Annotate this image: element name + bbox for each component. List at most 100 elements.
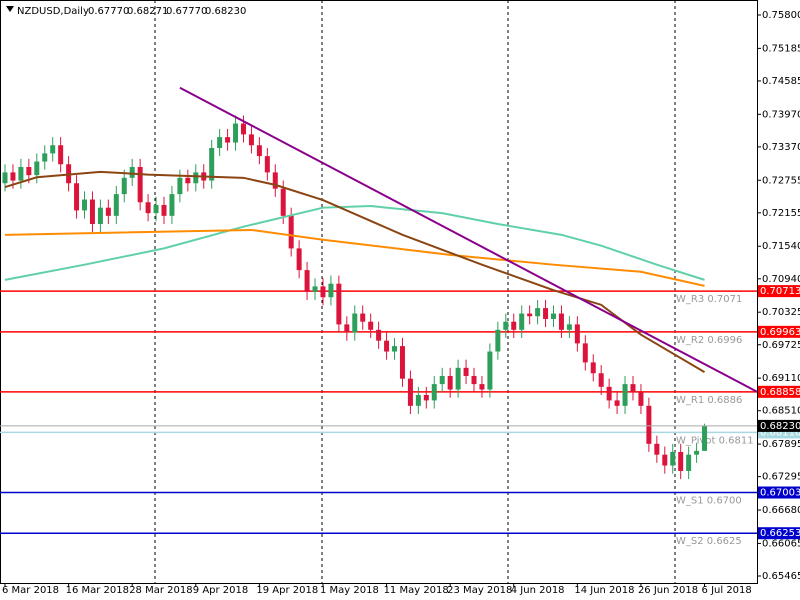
x-tick-label: 19 Apr 2018 [256,585,318,596]
candle-body [423,394,429,401]
candle-body [209,147,215,181]
price-box [758,486,800,499]
candle-body [392,346,398,352]
candle-body [280,188,286,216]
candle-body [233,123,239,143]
indicator-line [4,170,706,374]
candle-body [519,313,525,330]
candle-body [670,451,676,466]
price-box [758,325,800,338]
candle-body [225,137,231,143]
level-label: W_R1 0.6886 [676,395,742,406]
indicator-line [4,205,705,281]
candle-body [193,172,199,184]
candle-body [89,199,95,224]
candle-body [304,270,310,292]
candle-body [74,183,80,211]
price-box-label: 0.68858 [760,387,800,398]
candle-body [574,324,580,344]
candle-body [590,362,596,374]
candle-body [81,199,87,211]
price-box [758,285,800,298]
candle-body [614,400,620,406]
candle-body [654,443,660,455]
candle-body [702,425,708,451]
y-tick-label: 0.72755 [762,175,800,186]
level-label: W_S2 0.6625 [676,536,742,547]
candle-body [177,177,183,195]
candle-body [288,215,294,249]
level-label: W_R2 0.6996 [676,335,742,346]
candle-body [407,378,413,406]
ohlc-low: 0.67770 [166,6,207,17]
candle-body [50,145,56,154]
y-tick-label: 0.65465 [762,571,800,582]
candle-body [376,329,382,341]
indicator-line [179,86,758,393]
candle-body [487,351,493,390]
ohlc-high: 0.68271 [127,6,168,17]
candle-body [58,145,64,165]
candle-body [439,375,445,385]
candle-body [129,166,135,178]
y-tick-label: 0.67895 [762,439,800,450]
y-tick-label: 0.66065 [762,538,800,549]
candle-body [471,375,477,385]
ohlc-open: 0.67770 [88,6,129,17]
x-tick-label: 28 Mar 2018 [129,585,192,596]
candle-body [606,386,612,401]
candle-body [312,286,318,292]
y-tick-label: 0.69725 [762,340,800,351]
candle-body [415,394,421,406]
candle-body [169,194,175,216]
price-box-label: 0.67003 [760,488,800,499]
plot-frame [0,0,758,584]
candle-body [336,283,342,325]
candle-body [264,156,270,173]
x-tick-label: 11 May 2018 [384,585,449,596]
candle-body [26,166,32,176]
candle-body [630,384,636,393]
symbol: NZDUSD,Daily [17,6,89,17]
period-separators [154,0,676,583]
candle-body [185,177,191,184]
header-icon [6,6,14,12]
candle-body [384,340,390,352]
price-box-label: 0.70713 [760,286,800,297]
candle-body [34,161,40,176]
candle-body [503,321,509,330]
x-tick-label: 6 Mar 2018 [2,585,59,596]
x-tick-label: 14 Jun 2018 [574,585,634,596]
y-tick-label: 0.75185 [762,43,800,54]
candle-body [535,308,541,317]
y-tick-label: 0.74585 [762,76,800,87]
y-tick-label: 0.75800 [762,10,800,21]
candle-body [352,313,358,333]
candle-body [296,248,302,271]
candle-body [10,172,16,181]
candle-body [328,283,334,298]
x-tick-label: 9 Apr 2018 [193,585,248,596]
y-tick-label: 0.69110 [762,373,800,384]
candle-body [121,177,127,195]
candle-body [256,145,262,157]
y-tick-label: 0.73970 [762,109,800,120]
y-tick-label: 0.73370 [762,142,800,153]
candle-body [598,373,604,387]
candle-body [399,346,405,379]
candle-body [686,454,692,471]
y-tick-label: 0.67295 [762,472,800,483]
indicator-line [4,228,705,287]
candle-body [551,313,557,319]
x-tick-label: 1 May 2018 [320,585,379,596]
y-tick-label: 0.70325 [762,307,800,318]
y-tick-label: 0.72155 [762,208,800,219]
candle-body [622,384,628,406]
candle-body [455,367,461,390]
candle-body [495,329,501,352]
y-tick-label: 0.71540 [762,241,800,252]
x-tick-label: 23 May 2018 [447,585,512,596]
ohlc-close: 0.68230 [205,6,246,17]
candle-body [558,313,564,330]
